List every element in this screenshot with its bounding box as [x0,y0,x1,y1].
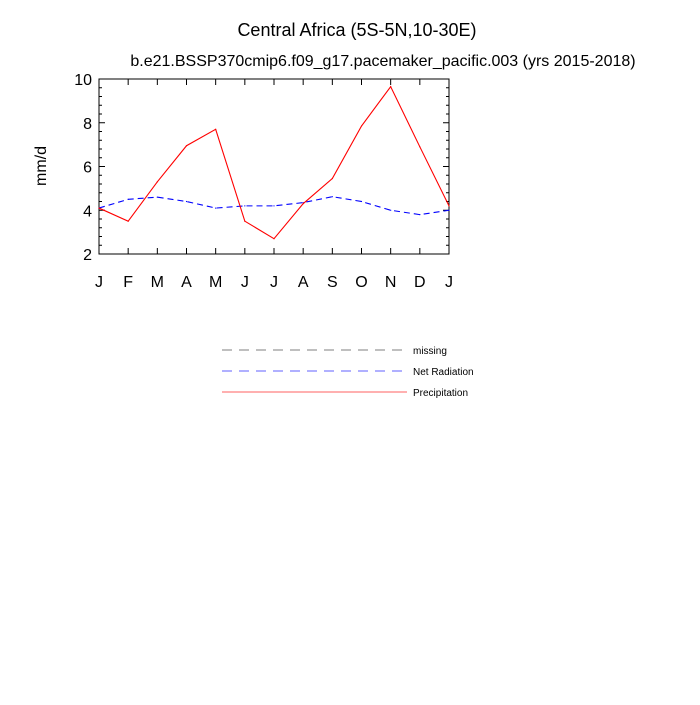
data-point-net-radiation [185,200,188,203]
chart-subtitle: b.e21.BSSP370cmip6.f09_g17.pacemaker_pac… [130,53,635,70]
data-point-net-radiation [273,205,275,207]
data-point-precipitation [244,220,246,222]
data-point-precipitation [215,128,217,130]
legend-label-precipitation: Precipitation [413,388,468,399]
data-point-precipitation [185,145,188,147]
x-tick-label: N [385,274,397,291]
y-tick-label: 4 [83,203,92,220]
x-tick-label: D [414,274,426,291]
data-point-precipitation [98,207,100,209]
data-point-net-radiation [127,198,129,200]
data-point-precipitation [419,146,421,148]
data-point-net-radiation [448,209,450,211]
y-tick-label: 10 [74,72,92,89]
x-tick-label: S [327,274,338,291]
y-axis-label: mm/d [33,146,50,186]
chart-title: Central Africa (5S-5N,10-30E) [237,20,476,40]
data-point-precipitation [302,203,304,205]
x-tick-label: M [151,274,164,291]
data-point-precipitation [331,177,333,180]
legend: missing Net Radiation Precipitation [222,346,474,399]
data-point-net-radiation [244,205,246,207]
data-point-precipitation [390,86,392,88]
data-point-net-radiation [331,196,333,198]
legend-label-net-radiation: Net Radiation [413,367,474,378]
data-point-precipitation [360,125,363,127]
data-point-net-radiation [419,214,421,216]
data-point-net-radiation [390,209,392,211]
x-tick-label: O [355,274,367,291]
x-tick-label: J [445,274,453,291]
x-tick-label: A [181,274,192,291]
data-point-precipitation [156,181,158,183]
x-tick-label: M [209,274,222,291]
x-tick-label: F [123,274,133,291]
x-tick-label: J [95,274,103,291]
data-point-precipitation [273,238,275,240]
data-point-precipitation [448,205,450,207]
data-point-net-radiation [215,207,217,209]
x-tick-label: J [241,274,249,291]
data-point-net-radiation [156,196,158,198]
plot-frame [98,78,450,255]
data-point-net-radiation [360,200,363,203]
x-tick-label: J [270,274,278,291]
y-tick-label: 8 [83,116,92,133]
y-tick-label: 6 [83,160,92,177]
y-tick-label: 2 [83,247,92,264]
legend-label-missing: missing [413,346,447,357]
series-line-precipitation [98,85,450,240]
x-tick-label: A [298,274,309,291]
data-point-precipitation [127,220,129,222]
